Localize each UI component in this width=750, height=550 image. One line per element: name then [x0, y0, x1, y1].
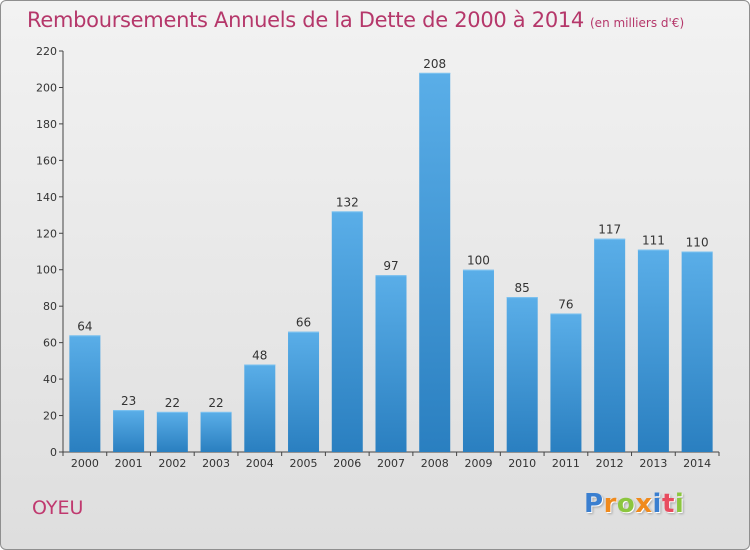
x-tick-label: 2007: [377, 457, 405, 470]
x-tick-label: 2006: [333, 457, 361, 470]
bar-value-label: 132: [336, 195, 359, 209]
y-tick-label: 0: [50, 446, 57, 459]
x-tick-label: 2001: [115, 457, 143, 470]
y-tick-label: 40: [43, 373, 57, 386]
y-tick-label: 80: [43, 300, 57, 313]
x-tick-label: 2003: [202, 457, 230, 470]
y-tick-label: 20: [43, 410, 57, 423]
x-tick-label: 2014: [683, 457, 711, 470]
x-tick-label: 2002: [158, 457, 186, 470]
x-tick-label: 2010: [508, 457, 536, 470]
x-tick-label: 2012: [596, 457, 624, 470]
y-tick-label: 200: [36, 81, 57, 94]
logo-letter: r: [603, 489, 617, 519]
bar-value-label: 48: [252, 349, 267, 363]
bar-2008: [419, 72, 451, 452]
bar-value-label: 110: [686, 236, 709, 250]
bar-2013: [637, 249, 669, 452]
bar-value-label: 100: [467, 254, 490, 268]
y-tick-label: 140: [36, 191, 57, 204]
bar-2004: [244, 364, 276, 452]
y-tick-label: 60: [43, 337, 57, 350]
x-tick-label: 2000: [71, 457, 99, 470]
bar-value-label: 23: [121, 394, 136, 408]
bar-2006: [331, 211, 363, 452]
logo-letter: x: [635, 489, 653, 519]
y-tick-label: 160: [36, 154, 57, 167]
chart-subtitle: (en milliers d'€): [590, 16, 685, 30]
bar-2005: [288, 331, 320, 452]
y-tick-label: 120: [36, 227, 57, 240]
bar-value-label: 64: [77, 319, 92, 333]
x-tick-label: 2011: [552, 457, 580, 470]
logo-letter: P: [584, 489, 604, 519]
bar-value-label: 66: [296, 316, 311, 330]
bar-2012: [594, 238, 626, 452]
x-tick-label: 2013: [639, 457, 667, 470]
bar-2009: [462, 269, 494, 452]
bar-value-label: 85: [515, 281, 530, 295]
x-tick-label: 2008: [421, 457, 449, 470]
logo-letter: o: [616, 489, 636, 519]
y-tick-label: 100: [36, 264, 57, 277]
bar-value-label: 117: [598, 223, 621, 237]
bar-value-label: 208: [423, 57, 446, 71]
bar-value-label: 76: [558, 297, 573, 311]
bar-value-label: 97: [383, 259, 398, 273]
x-tick-label: 2009: [464, 457, 492, 470]
proxiti-logo[interactable]: Proxiti: [584, 489, 684, 519]
chart-title-text: Remboursements Annuels de la Dette de 20…: [27, 8, 584, 32]
logo-letter: t: [661, 489, 675, 519]
bar-2000: [69, 335, 101, 452]
bar-2011: [550, 313, 582, 452]
logo-letter: i: [652, 489, 662, 519]
bar-2002: [156, 411, 188, 452]
y-tick-label: 220: [36, 45, 57, 58]
chart-title: Remboursements Annuels de la Dette de 20…: [27, 8, 684, 32]
bar-value-label: 111: [642, 234, 665, 248]
bar-value-label: 22: [208, 396, 223, 410]
logo-letter: i: [674, 489, 685, 519]
bar-2014: [681, 251, 713, 452]
bar-2003: [200, 411, 232, 452]
commune-name: OYEU: [32, 497, 84, 519]
x-tick-label: 2004: [246, 457, 274, 470]
bar-2001: [113, 410, 145, 452]
bar-value-label: 22: [165, 396, 180, 410]
y-tick-label: 180: [36, 118, 57, 131]
bar-2007: [375, 275, 407, 452]
bar-2010: [506, 297, 538, 452]
x-tick-label: 2005: [290, 457, 318, 470]
